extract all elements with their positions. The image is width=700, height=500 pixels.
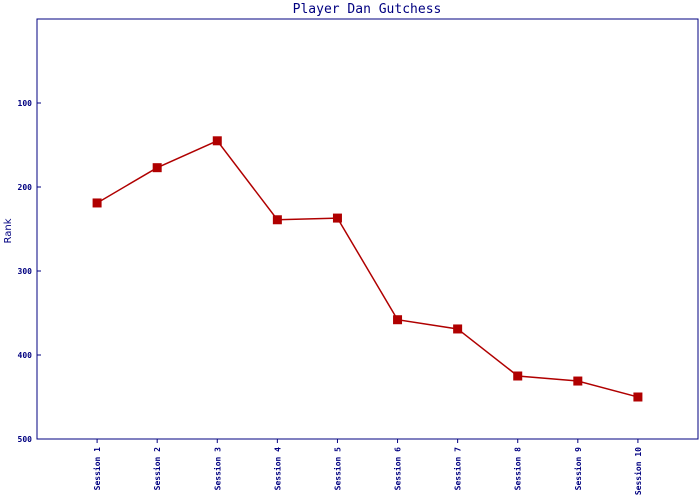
chart-title: Player Dan Gutchess <box>293 2 442 17</box>
y-tick-label: 300 <box>18 267 33 276</box>
y-tick-label: 500 <box>18 435 33 444</box>
x-tick-label: Session 7 <box>453 447 463 491</box>
x-tick-label: Session 10 <box>633 447 643 495</box>
point-marker <box>513 371 523 381</box>
x-tick-label: Session 6 <box>393 447 403 491</box>
y-axis-label: Rank <box>3 218 14 243</box>
x-tick-label: Session 8 <box>513 447 523 491</box>
series-line <box>96 139 639 398</box>
x-tick-label: Session 4 <box>272 447 282 491</box>
y-tick-label: 400 <box>18 351 33 360</box>
point-marker <box>573 376 583 386</box>
point-marker <box>152 163 162 173</box>
x-tick-label: Session 1 <box>92 447 102 491</box>
x-tick-label: Session 2 <box>152 447 162 491</box>
x-tick-label: Session 9 <box>573 447 583 491</box>
x-tick-label: Session 5 <box>332 447 342 491</box>
point-marker <box>453 324 463 334</box>
y-tick-label: 100 <box>18 99 33 108</box>
point-marker <box>633 392 643 402</box>
point-marker <box>272 215 282 225</box>
point-marker <box>212 136 222 146</box>
plot-frame <box>36 18 699 440</box>
point-marker <box>393 315 403 325</box>
point-marker <box>332 213 342 223</box>
point-marker <box>92 198 102 208</box>
x-tick-label: Session 3 <box>212 447 222 491</box>
y-tick-label: 200 <box>18 183 33 192</box>
